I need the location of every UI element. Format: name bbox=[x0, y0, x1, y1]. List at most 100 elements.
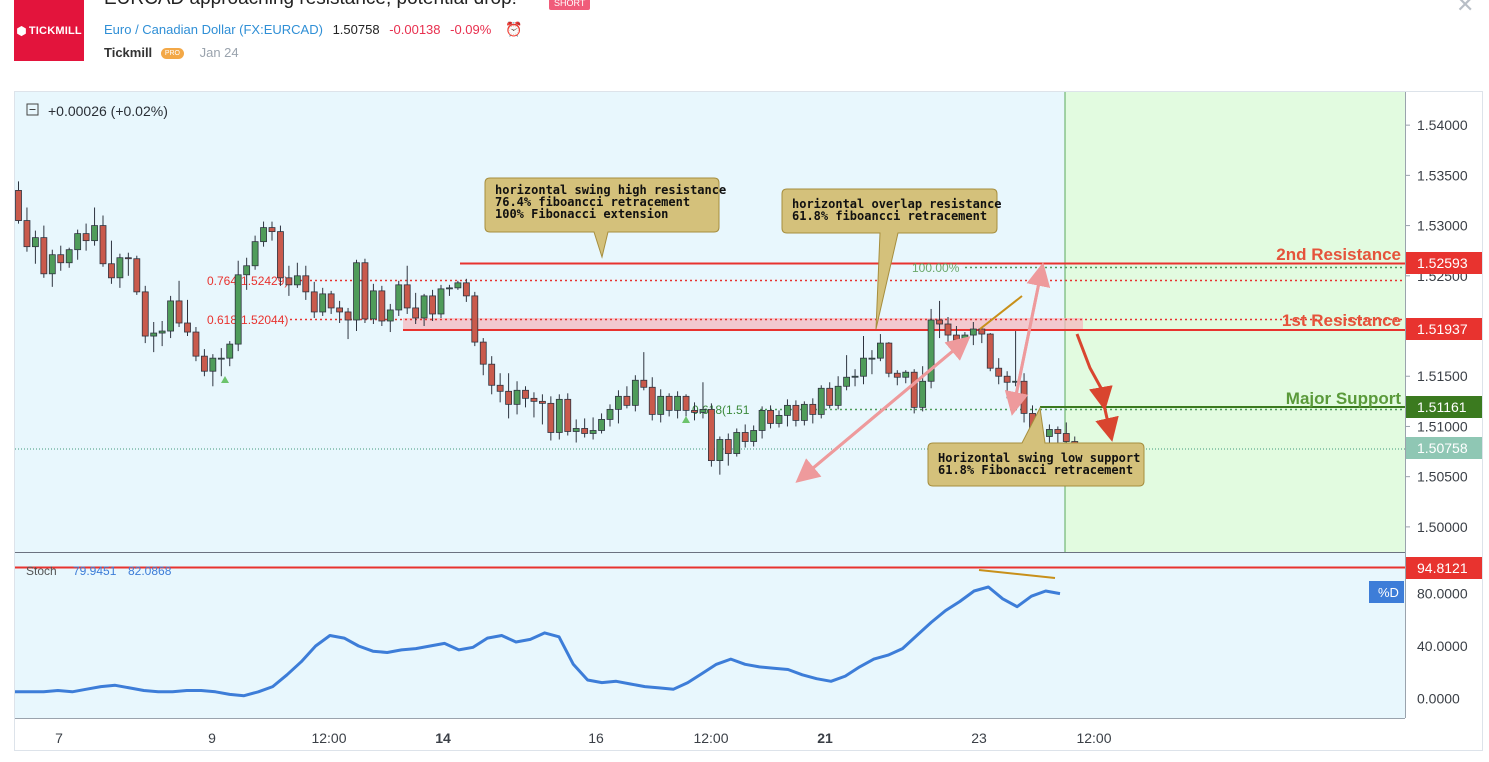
candle bbox=[175, 280, 183, 328]
symbol-name[interactable]: Euro / Canadian Dollar bbox=[104, 22, 236, 37]
candle bbox=[496, 373, 504, 403]
candle bbox=[40, 225, 48, 278]
candle-body bbox=[623, 395, 631, 406]
candle-body bbox=[826, 387, 834, 406]
candle bbox=[310, 281, 318, 318]
candle bbox=[462, 278, 470, 302]
candle-body bbox=[522, 389, 529, 399]
price-tick-label: 1.53000 bbox=[1417, 218, 1468, 234]
callout-swing-low[interactable]: Horizontal swing low support 61.8% Fibon… bbox=[927, 406, 1145, 487]
candle-body bbox=[167, 300, 175, 332]
candle-body bbox=[953, 334, 960, 341]
stoch-tick-label: 40.0000 bbox=[1417, 638, 1468, 654]
candle-body bbox=[200, 355, 208, 372]
time-tick-label: 12:00 bbox=[693, 730, 728, 746]
callout-swing-high-line1: horizontal swing high resistance bbox=[495, 183, 726, 197]
price-tick-label: 1.53500 bbox=[1417, 167, 1468, 183]
candle-body bbox=[657, 395, 665, 415]
time-axis[interactable]: 7 9 12:00 14 16 12:00 21 23 12:00 bbox=[55, 730, 1112, 746]
candle-body bbox=[15, 190, 22, 221]
candle bbox=[369, 283, 377, 325]
candle-body bbox=[640, 379, 648, 388]
price-change-pct: -0.09% bbox=[450, 22, 492, 37]
alarm-clock-icon[interactable]: ⏰ bbox=[504, 21, 523, 37]
projection-arrow-1 bbox=[1075, 333, 1103, 389]
time-tick-label: 12:00 bbox=[1076, 730, 1111, 746]
candle bbox=[978, 327, 986, 344]
candle bbox=[65, 247, 73, 268]
callout-overlap[interactable]: horizontal overlap resistance 61.8% fibo… bbox=[781, 188, 1002, 330]
stoch-value-d: 82.0868 bbox=[128, 564, 172, 578]
stoch-pane[interactable] bbox=[15, 553, 1405, 718]
candle-body bbox=[589, 430, 597, 434]
candle-body bbox=[32, 237, 39, 248]
impulse-arrow-reverse bbox=[795, 338, 967, 483]
candle-body bbox=[716, 439, 724, 462]
candle bbox=[767, 405, 774, 429]
candle bbox=[986, 333, 994, 372]
candle-body bbox=[741, 432, 749, 442]
candle bbox=[150, 322, 158, 353]
levels-layer: 0.764(1.52429) 0.618(1.52044) 0.618(1.51… bbox=[15, 261, 1405, 450]
time-tick-label: 23 bbox=[971, 730, 987, 746]
callout-swing-high-line2: 76.4% fiboancci retracement bbox=[495, 195, 690, 209]
candle bbox=[530, 392, 538, 418]
svg-text:1.50758: 1.50758 bbox=[1417, 440, 1468, 456]
candle-body bbox=[902, 371, 910, 378]
candle-body bbox=[310, 291, 318, 313]
candle bbox=[412, 292, 420, 325]
candle bbox=[834, 376, 842, 410]
candle bbox=[1062, 422, 1070, 444]
candle bbox=[598, 413, 605, 434]
candle bbox=[23, 207, 31, 252]
candle bbox=[995, 358, 1003, 385]
tickmill-logo[interactable]: ⬢ TICKMILL bbox=[14, 0, 84, 61]
candle-body bbox=[175, 300, 183, 324]
stoch-axis[interactable]: 80.0000 40.0000 0.0000 bbox=[1417, 586, 1468, 707]
candle bbox=[547, 396, 555, 441]
collapse-icon[interactable] bbox=[26, 103, 39, 116]
author-name[interactable]: Tickmill bbox=[104, 45, 153, 60]
candle bbox=[48, 249, 56, 287]
candle bbox=[268, 221, 276, 241]
candle bbox=[133, 255, 141, 295]
candle-body bbox=[851, 375, 859, 378]
time-tick-label: 12:00 bbox=[311, 730, 346, 746]
candle bbox=[902, 370, 910, 384]
candle bbox=[226, 341, 234, 367]
svg-text:1.52593: 1.52593 bbox=[1417, 255, 1468, 271]
author-line: Tickmill PRO Jan 24 bbox=[104, 45, 239, 60]
candle bbox=[217, 348, 225, 377]
symbol-line: Euro / Canadian Dollar (FX:EURCAD) 1.507… bbox=[104, 21, 522, 38]
stoch-level-tag: 94.8121 bbox=[1406, 557, 1482, 579]
callout-swing-high[interactable]: horizontal swing high resistance 76.4% f… bbox=[484, 177, 726, 259]
candle-body bbox=[784, 404, 791, 416]
candle bbox=[167, 295, 175, 339]
candle-body bbox=[277, 231, 284, 279]
last-price-tag: 1.50758 bbox=[1406, 437, 1482, 459]
candle bbox=[1046, 424, 1053, 446]
close-icon[interactable]: ✕ bbox=[1456, 0, 1475, 17]
symbol-code[interactable]: (FX:EURCAD) bbox=[239, 22, 323, 37]
candle bbox=[936, 300, 943, 339]
candle-body bbox=[268, 227, 276, 233]
candle bbox=[277, 225, 284, 286]
candle-body bbox=[361, 262, 369, 320]
swing-low-marker bbox=[682, 416, 690, 423]
candle bbox=[885, 342, 893, 378]
candle bbox=[471, 291, 479, 347]
candle-body bbox=[99, 225, 107, 265]
price-tick-label: 1.51000 bbox=[1417, 418, 1468, 434]
candle-body bbox=[437, 288, 445, 315]
time-tick-label: 7 bbox=[55, 730, 63, 746]
candle-body bbox=[378, 290, 386, 322]
candle bbox=[378, 285, 386, 327]
first-resistance-label: 1st Resistance bbox=[1282, 311, 1401, 330]
svg-text:%D: %D bbox=[1378, 585, 1399, 600]
candle bbox=[860, 336, 867, 385]
candle-body bbox=[479, 341, 487, 365]
candle-body bbox=[615, 395, 622, 410]
candle-body bbox=[344, 311, 352, 321]
candle bbox=[395, 280, 403, 316]
